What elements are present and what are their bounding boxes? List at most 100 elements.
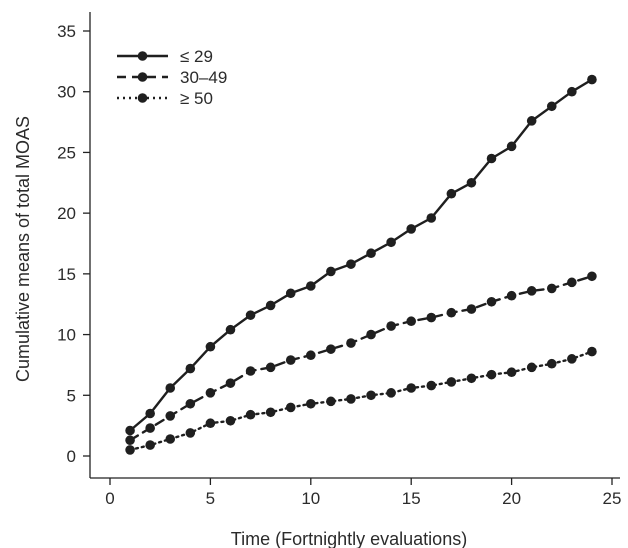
series-1: [125, 74, 597, 436]
data-point: [406, 383, 417, 393]
data-point: [426, 380, 437, 391]
data-point: [526, 362, 537, 373]
data-point: [426, 312, 437, 323]
data-point: [145, 408, 155, 419]
data-point: [546, 283, 557, 294]
data-point: [205, 341, 216, 352]
data-point: [326, 266, 336, 277]
data-point: [285, 402, 296, 413]
data-point: [346, 394, 356, 404]
y-tick-label: 20: [57, 204, 76, 223]
data-point: [506, 367, 517, 378]
data-point: [506, 141, 517, 152]
data-point: [426, 213, 437, 223]
data-point: [546, 101, 557, 112]
data-point: [587, 271, 597, 282]
data-point: [165, 411, 176, 421]
data-point: [567, 354, 577, 364]
legend-item: ≤ 29: [117, 47, 213, 66]
data-point: [346, 338, 356, 348]
data-point: [567, 277, 577, 288]
data-point: [285, 288, 296, 299]
data-point: [225, 415, 236, 426]
data-point: [386, 321, 396, 331]
data-point: [446, 377, 457, 387]
data-point: [245, 366, 256, 376]
data-point: [125, 425, 135, 436]
data-point: [466, 304, 477, 314]
data-point: [265, 362, 276, 373]
y-tick-label: 25: [57, 143, 76, 162]
data-point: [165, 383, 176, 393]
data-point: [265, 407, 276, 418]
legend-label: 30–49: [180, 68, 227, 87]
data-point: [567, 86, 577, 97]
data-point: [306, 398, 316, 409]
data-point: [466, 373, 477, 384]
data-point: [125, 445, 135, 455]
y-tick-label: 15: [57, 265, 76, 284]
series-2: [125, 271, 597, 446]
data-point: [406, 316, 417, 327]
y-tick-label: 0: [67, 447, 76, 466]
legend-marker: [137, 51, 148, 61]
data-point: [366, 329, 376, 340]
data-point: [406, 224, 417, 234]
x-tick-label: 15: [402, 489, 421, 508]
data-point: [486, 369, 497, 380]
data-point: [526, 116, 537, 126]
data-point: [265, 300, 276, 311]
data-point: [386, 237, 396, 248]
data-point: [486, 153, 497, 164]
data-point: [165, 434, 176, 444]
data-point: [546, 358, 557, 369]
data-point: [366, 248, 376, 259]
legend-marker: [137, 93, 148, 103]
data-point: [306, 350, 316, 361]
data-point: [185, 398, 196, 409]
data-point: [225, 378, 236, 388]
data-point: [526, 286, 537, 296]
data-point: [326, 396, 336, 407]
legend-item: ≥ 50: [117, 89, 213, 108]
data-point: [205, 418, 216, 429]
data-point: [245, 409, 256, 420]
data-point: [446, 188, 457, 199]
x-axis-title: Time (Fortnightly evaluations): [231, 529, 467, 548]
legend-item: 30–49: [117, 68, 227, 87]
data-point: [306, 281, 316, 291]
data-point: [506, 290, 517, 301]
y-tick-label: 35: [57, 22, 76, 41]
x-tick-label: 20: [502, 489, 521, 508]
x-tick-label: 25: [603, 489, 622, 508]
data-point: [366, 390, 376, 401]
data-point: [145, 423, 155, 433]
y-tick-label: 5: [67, 386, 76, 405]
y-axis-title: Cumulative means of total MOAS: [13, 116, 33, 382]
legend-marker: [137, 72, 148, 82]
y-tick-label: 10: [57, 326, 76, 345]
data-point: [185, 428, 196, 438]
data-point: [446, 307, 457, 318]
data-point: [125, 435, 135, 446]
data-point: [326, 344, 336, 354]
data-point: [225, 324, 236, 335]
data-point: [285, 355, 296, 365]
axes: 0 5 10 15 20 25 30 35 0 5 10 15 20 25: [57, 12, 621, 508]
series-3: [125, 346, 597, 455]
data-point: [145, 440, 155, 450]
data-point: [185, 363, 196, 374]
legend: ≤ 29 30–49 ≥ 50: [117, 47, 227, 108]
data-point: [245, 310, 256, 320]
series-layer: [125, 74, 597, 455]
legend-label: ≤ 29: [180, 47, 213, 66]
x-tick-label: 0: [105, 489, 114, 508]
data-point: [486, 296, 497, 307]
series-line: [128, 78, 594, 432]
data-point: [346, 259, 356, 269]
data-point: [587, 74, 597, 85]
x-tick-label: 5: [206, 489, 215, 508]
data-point: [386, 388, 396, 398]
legend-label: ≥ 50: [180, 89, 213, 108]
